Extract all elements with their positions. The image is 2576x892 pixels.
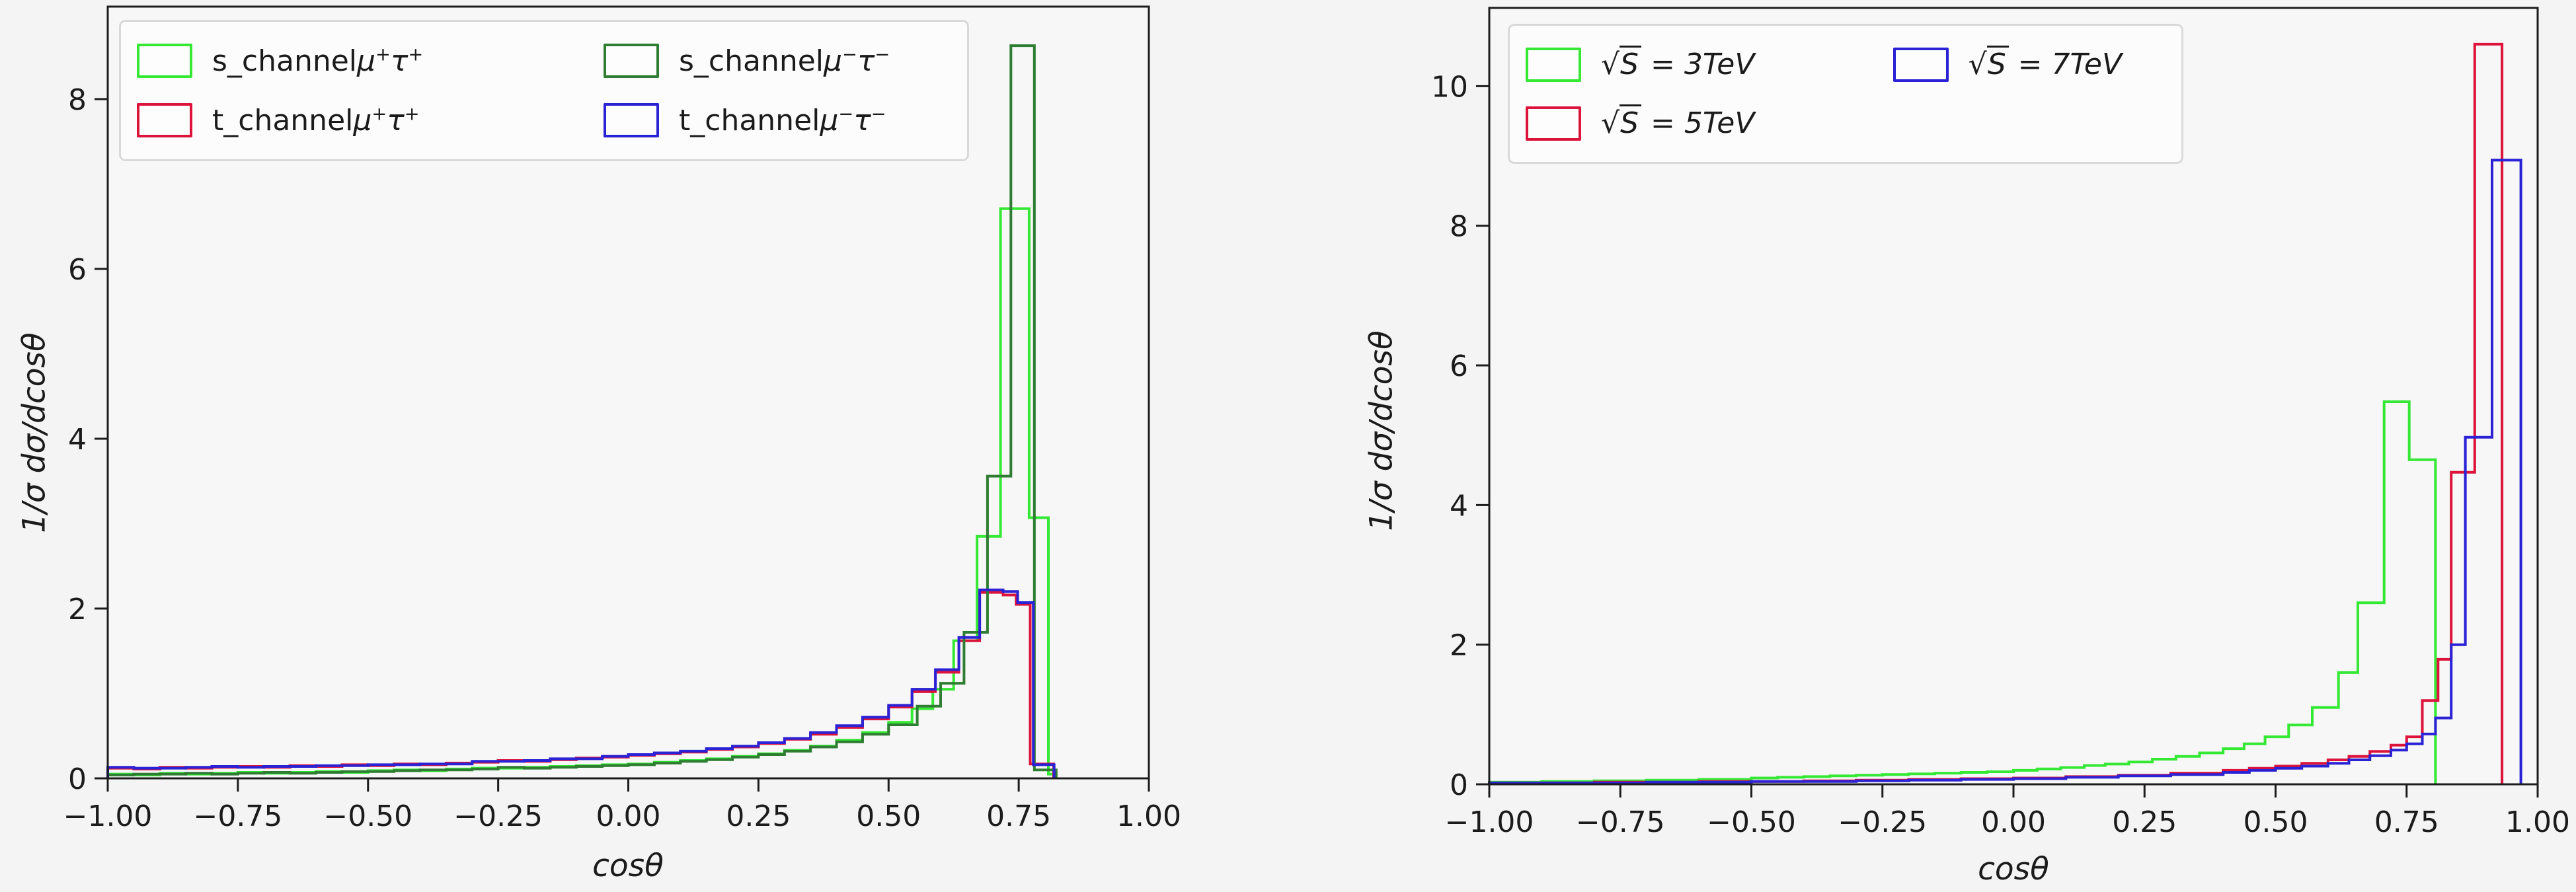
- legend-cell: √S = 7TeV: [1893, 46, 2166, 82]
- legend-cell: t_channelμ+τ+: [137, 103, 604, 137]
- legend-item-sqrt-s-5tev: √S = 5TeV: [1526, 104, 1754, 141]
- x-tick-label: 0.25: [2112, 805, 2177, 839]
- legend-item-s-channel-: s_channelμ−τ−: [604, 44, 890, 78]
- legend-row: t_channelμ+τ+ t_channelμ−τ−: [137, 103, 951, 137]
- y-tick-label: 8: [1450, 210, 1468, 244]
- x-tick-label: −1.00: [1445, 805, 1534, 839]
- legend-label: √S = 5TeV: [1601, 104, 1754, 140]
- legend-label: √S = 7TeV: [1969, 46, 2122, 81]
- x-tick-label: 1.00: [1116, 799, 1181, 833]
- legend-row: √S = 3TeV √S = 7TeV: [1526, 46, 2166, 82]
- left-y-axis-label: 1/σ dσ/dcosθ: [16, 332, 53, 533]
- x-tick-label: 1.00: [2505, 805, 2570, 839]
- x-tick-label: 0.00: [1981, 805, 2046, 839]
- x-tick-label: 0.50: [856, 799, 921, 833]
- x-tick-label: −0.75: [1576, 805, 1665, 839]
- legend-label: √S = 3TeV: [1601, 46, 1754, 81]
- y-tick-label: 6: [68, 253, 87, 287]
- y-tick-label: 4: [1450, 489, 1468, 523]
- legend-cell: t_channelμ−τ−: [604, 103, 947, 137]
- legend-item-sqrt-s-7tev: √S = 7TeV: [1893, 46, 2122, 82]
- legend-label: t_channelμ+τ+: [212, 103, 420, 137]
- legend-row: s_channelμ+τ+ s_channelμ−τ−: [137, 44, 951, 78]
- right-y-axis-label: 1/σ dσ/dcosθ: [1363, 330, 1400, 531]
- legend-swatch-icon: [604, 103, 659, 137]
- x-tick-label: −0.50: [1707, 805, 1796, 839]
- legend-swatch-icon: [137, 44, 192, 78]
- y-tick-label: 0: [68, 762, 87, 796]
- y-tick-label: 10: [1431, 70, 1468, 104]
- legend-label: s_channelμ+τ+: [212, 44, 424, 78]
- legend-label: t_channelμ−τ−: [679, 103, 886, 137]
- left-chart-legend: s_channelμ+τ+ s_channelμ−τ− t_channelμ+τ+ t…: [119, 20, 969, 161]
- y-tick-label: 2: [68, 593, 87, 626]
- x-tick-label: 0.75: [2374, 805, 2439, 839]
- legend-swatch-icon: [1526, 47, 1581, 82]
- y-tick-label: 2: [1450, 629, 1468, 663]
- x-tick-label: −1.00: [63, 799, 153, 833]
- x-tick-label: −0.75: [193, 799, 282, 833]
- x-tick-label: 0.00: [596, 799, 661, 833]
- series-path-s-channel-: [106, 44, 1058, 778]
- y-tick-label: 4: [68, 423, 87, 457]
- legend-swatch-icon: [137, 103, 192, 137]
- x-tick-label: 0.75: [986, 799, 1051, 833]
- series-path-t-channel-: [106, 588, 1056, 778]
- legend-row: √S = 5TeV: [1526, 104, 2166, 141]
- legend-cell: s_channelμ+τ+: [137, 44, 604, 78]
- x-tick-label: −0.50: [323, 799, 412, 833]
- legend-swatch-icon: [1893, 47, 1949, 82]
- legend-item-t-channel-: t_channelμ+τ+: [137, 103, 420, 137]
- legend-item-s-channel-: s_channelμ+τ+: [137, 44, 423, 78]
- x-tick-label: −0.25: [1838, 805, 1927, 839]
- legend-cell: s_channelμ−τ−: [604, 44, 947, 78]
- right-x-axis-label: cosθ: [1978, 851, 2049, 887]
- x-tick-label: −0.25: [453, 799, 543, 833]
- legend-item-t-channel-: t_channelμ−τ−: [604, 103, 886, 137]
- legend-cell: √S = 5TeV: [1526, 104, 1900, 141]
- x-tick-label: 0.50: [2244, 805, 2308, 839]
- legend-swatch-icon: [604, 44, 659, 78]
- legend-cell: √S = 3TeV: [1526, 46, 1893, 82]
- series-path-sqrt-s-7tev: [1488, 159, 2522, 784]
- y-tick-label: 0: [1450, 768, 1468, 802]
- y-tick-label: 6: [1450, 350, 1468, 383]
- x-tick-label: 0.25: [726, 799, 791, 833]
- series-path-sqrt-s-3tev: [1488, 400, 2437, 784]
- legend-label: s_channelμ−τ−: [679, 44, 890, 78]
- left-x-axis-label: cosθ: [592, 848, 664, 884]
- legend-swatch-icon: [1526, 106, 1581, 141]
- right-chart-legend: √S = 3TeV √S = 7TeV √S = 5TeV: [1508, 24, 2183, 164]
- y-tick-label: 8: [68, 83, 87, 117]
- legend-item-sqrt-s-3tev: √S = 3TeV: [1526, 46, 1754, 82]
